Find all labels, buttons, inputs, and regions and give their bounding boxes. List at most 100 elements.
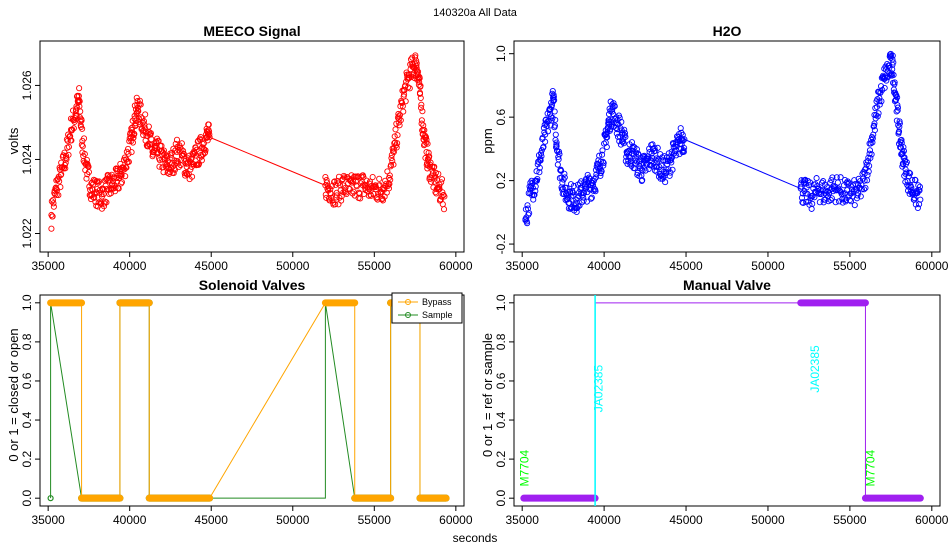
h2o-plot-area: 35000 40000 45000 50000 55000 60000 -0.2 0.2 0.6… (494, 40, 949, 273)
meeco-title: MEECO Signal (203, 23, 300, 39)
h2o-point (889, 66, 896, 73)
meeco-point (201, 146, 208, 153)
meeco-xtick-label: 60000 (439, 259, 473, 273)
solenoid-xtick-label: 45000 (195, 513, 229, 527)
h2o-point (917, 196, 924, 203)
meeco-point (79, 143, 86, 150)
meeco-point (390, 148, 397, 155)
h2o-point (869, 139, 876, 146)
meeco-point (67, 133, 74, 140)
meeco-point (343, 190, 350, 198)
h2o-point (890, 59, 897, 66)
h2o-point (895, 122, 902, 129)
meeco-point (103, 199, 110, 206)
meeco-ytick-label: 1.022 (20, 218, 34, 248)
meeco-point (369, 173, 376, 181)
meeco-point (76, 85, 83, 92)
solenoid-frame (39, 294, 465, 507)
manual-manual-valve-endpoint (520, 495, 527, 502)
h2o-point (542, 138, 549, 145)
meeco-point (438, 176, 446, 183)
meeco-point (424, 140, 431, 147)
h2o-point (532, 187, 539, 195)
meeco-point (80, 135, 88, 142)
h2o-point (903, 159, 910, 166)
meeco-point (136, 97, 143, 104)
h2o-point (578, 178, 585, 185)
h2o-point (553, 139, 560, 146)
h2o-point (797, 183, 804, 190)
h2o-point (560, 190, 568, 198)
h2o-point (868, 151, 875, 158)
h2o-point (558, 167, 565, 174)
h2o-point (603, 143, 610, 151)
solenoid-sample-line (50, 302, 447, 499)
h2o-point (524, 220, 531, 227)
meeco-point (331, 178, 338, 185)
solenoid-title: Solenoid Valves (199, 277, 306, 293)
h2o-point (608, 116, 615, 123)
h2o-point (861, 186, 868, 193)
h2o-point (536, 169, 543, 176)
h2o-point (575, 203, 582, 210)
h2o-point (681, 136, 688, 143)
meeco-point (147, 130, 154, 137)
h2o-xtick-label: 55000 (833, 259, 867, 273)
h2o-point (585, 174, 593, 181)
h2o-point (898, 136, 905, 143)
h2o-gap-connector (684, 138, 801, 190)
h2o-point (551, 108, 558, 115)
h2o-point (547, 113, 554, 120)
h2o-ytick-label: 1.0 (494, 45, 508, 62)
h2o-point (537, 150, 545, 157)
h2o-point (912, 177, 919, 184)
meeco-point (335, 201, 342, 208)
h2o-point (569, 189, 577, 196)
meeco-point (400, 108, 407, 115)
meeco-point (440, 206, 448, 213)
h2o-point (526, 210, 533, 217)
meeco-point (431, 163, 438, 170)
meeco-point (402, 98, 409, 105)
h2o-point (549, 87, 556, 95)
meeco-point (78, 117, 85, 124)
h2o-xtick-label: 45000 (669, 259, 703, 273)
manual-xtick-label: 35000 (506, 513, 540, 527)
meeco-point (353, 183, 360, 190)
h2o-point (889, 52, 896, 59)
meeco-point (386, 172, 393, 179)
h2o-point (886, 51, 894, 58)
h2o-point (618, 118, 625, 125)
h2o-ytick-label: 0.6 (494, 108, 508, 125)
meeco-point (387, 161, 395, 169)
meeco-point (70, 125, 77, 132)
meeco-point (68, 137, 75, 144)
h2o-point (654, 144, 661, 151)
solenoid-plot-area: 35000 40000 45000 50000 55000 60000 0.0 0.2 0.4 0… (20, 294, 473, 527)
meeco-point (78, 141, 85, 148)
meeco-point (180, 150, 187, 158)
h2o-point (887, 50, 894, 58)
h2o-point (812, 181, 819, 188)
meeco-point (156, 163, 163, 170)
h2o-point (651, 144, 658, 151)
h2o-point (628, 139, 636, 146)
h2o-point (834, 179, 841, 186)
h2o-point (858, 186, 865, 193)
meeco-point (152, 142, 159, 149)
h2o-ytick-label: 0.2 (494, 172, 508, 189)
h2o-point (896, 118, 903, 125)
meeco-point (118, 180, 125, 187)
manual-title: Manual Valve (683, 277, 771, 293)
h2o-point (916, 183, 923, 190)
h2o-point (901, 154, 908, 161)
h2o-point (878, 98, 885, 105)
meeco-point (206, 128, 213, 135)
h2o-point (896, 120, 903, 127)
meeco-point (394, 140, 401, 147)
legend-bypass-marker (405, 299, 411, 305)
h2o-point (665, 166, 672, 173)
h2o-point (583, 198, 590, 205)
meeco-point (206, 131, 213, 138)
meeco-point (83, 175, 90, 182)
